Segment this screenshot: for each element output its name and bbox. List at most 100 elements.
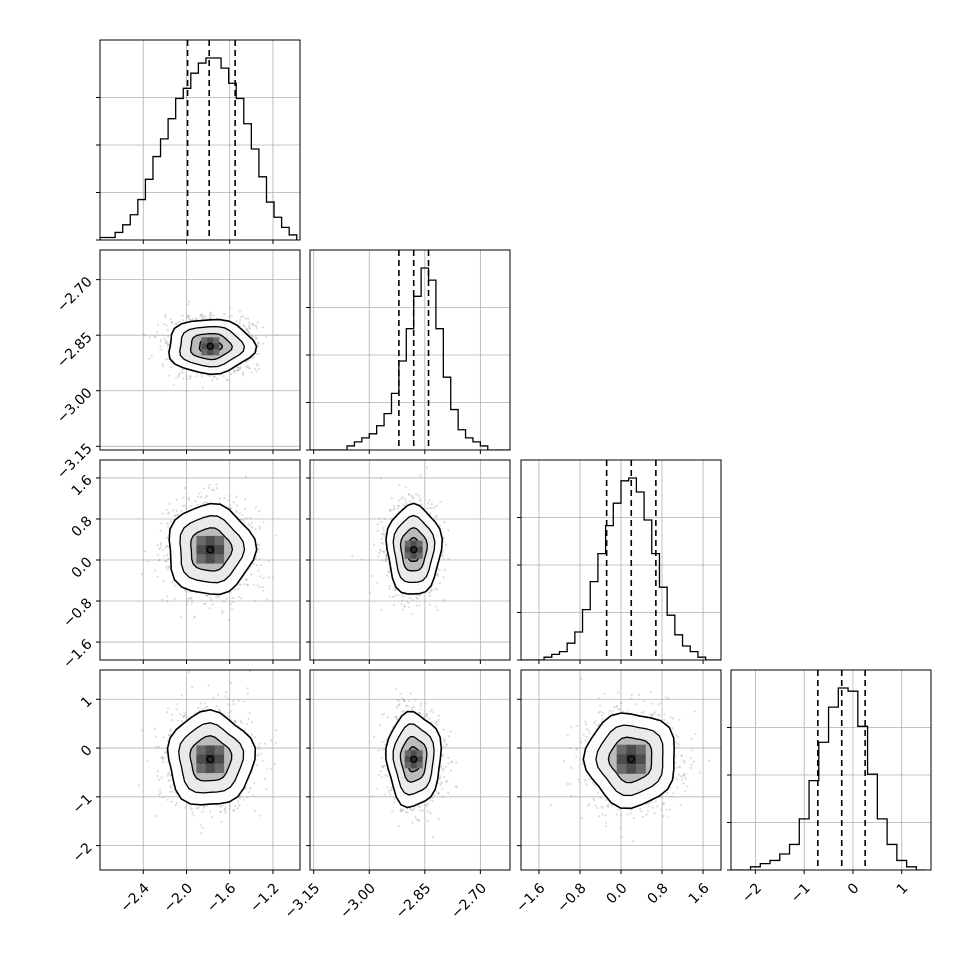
point <box>389 509 391 511</box>
point <box>174 585 176 587</box>
point <box>224 497 226 499</box>
point <box>384 518 386 520</box>
density-cell <box>213 349 219 355</box>
point <box>173 384 175 386</box>
point <box>183 496 185 498</box>
panel-3-0: −2−101−2.4 −2.0 −1.6 −1.2 <box>70 670 300 916</box>
point <box>405 486 407 488</box>
point <box>234 371 236 373</box>
point <box>258 368 260 370</box>
point <box>159 346 161 348</box>
point <box>380 521 382 523</box>
point <box>197 496 199 498</box>
point <box>253 584 255 586</box>
point <box>234 588 236 590</box>
point <box>191 599 193 601</box>
point <box>268 560 270 562</box>
point <box>166 600 168 602</box>
point <box>439 501 441 503</box>
point <box>262 590 264 592</box>
point <box>251 323 253 325</box>
point <box>257 321 259 323</box>
point <box>164 314 166 316</box>
density-cell <box>417 541 423 547</box>
panel-2-2 <box>517 460 721 664</box>
point <box>161 599 163 601</box>
point <box>162 365 164 367</box>
point <box>431 503 433 505</box>
point <box>253 563 255 565</box>
point <box>160 522 162 524</box>
point <box>397 594 399 596</box>
density-cell <box>417 553 423 559</box>
point <box>223 375 225 377</box>
point <box>160 544 162 546</box>
point <box>166 509 168 511</box>
point <box>401 600 403 602</box>
point <box>258 353 260 355</box>
point <box>225 598 227 600</box>
point <box>188 497 190 499</box>
point <box>383 550 385 552</box>
density-cell <box>215 536 224 545</box>
point <box>142 333 144 335</box>
density-cell <box>201 343 207 349</box>
point <box>147 561 149 563</box>
point <box>160 348 162 350</box>
point <box>176 323 178 325</box>
point <box>187 303 189 305</box>
point <box>208 487 210 489</box>
point <box>383 529 385 531</box>
point <box>258 558 260 560</box>
point <box>165 566 167 568</box>
point <box>427 502 429 504</box>
point <box>266 598 268 600</box>
point <box>157 324 159 326</box>
point <box>193 617 195 619</box>
point <box>163 323 165 325</box>
point <box>388 588 390 590</box>
point <box>442 558 444 560</box>
point <box>221 610 223 612</box>
point <box>166 341 168 343</box>
point <box>263 577 265 579</box>
tick-label-y: −1.6 <box>60 636 95 671</box>
point <box>165 545 167 547</box>
point <box>167 343 169 345</box>
point <box>431 589 433 591</box>
density-cell <box>405 553 411 559</box>
point <box>184 504 186 506</box>
point <box>202 502 204 504</box>
point <box>230 373 232 375</box>
point <box>411 613 413 615</box>
point <box>188 598 190 600</box>
point <box>381 533 383 535</box>
point <box>402 503 404 505</box>
point <box>239 512 241 514</box>
point <box>378 517 380 519</box>
point <box>276 334 278 336</box>
point <box>141 573 143 575</box>
point <box>419 604 421 606</box>
tick-label-y: −3.00 <box>54 385 96 427</box>
point <box>213 376 215 378</box>
point <box>419 498 421 500</box>
point <box>210 312 212 314</box>
point <box>229 505 231 507</box>
point <box>236 511 238 513</box>
point <box>244 317 246 319</box>
panel-1-1 <box>306 250 510 454</box>
point <box>167 329 169 331</box>
point <box>255 325 257 327</box>
point <box>149 336 151 338</box>
point <box>373 544 375 546</box>
point <box>251 522 253 524</box>
point <box>443 599 445 601</box>
point <box>435 505 437 507</box>
point <box>227 379 229 381</box>
point <box>437 609 439 611</box>
point <box>170 318 172 320</box>
point <box>268 576 270 578</box>
density-cell <box>206 554 215 563</box>
point <box>184 487 186 489</box>
